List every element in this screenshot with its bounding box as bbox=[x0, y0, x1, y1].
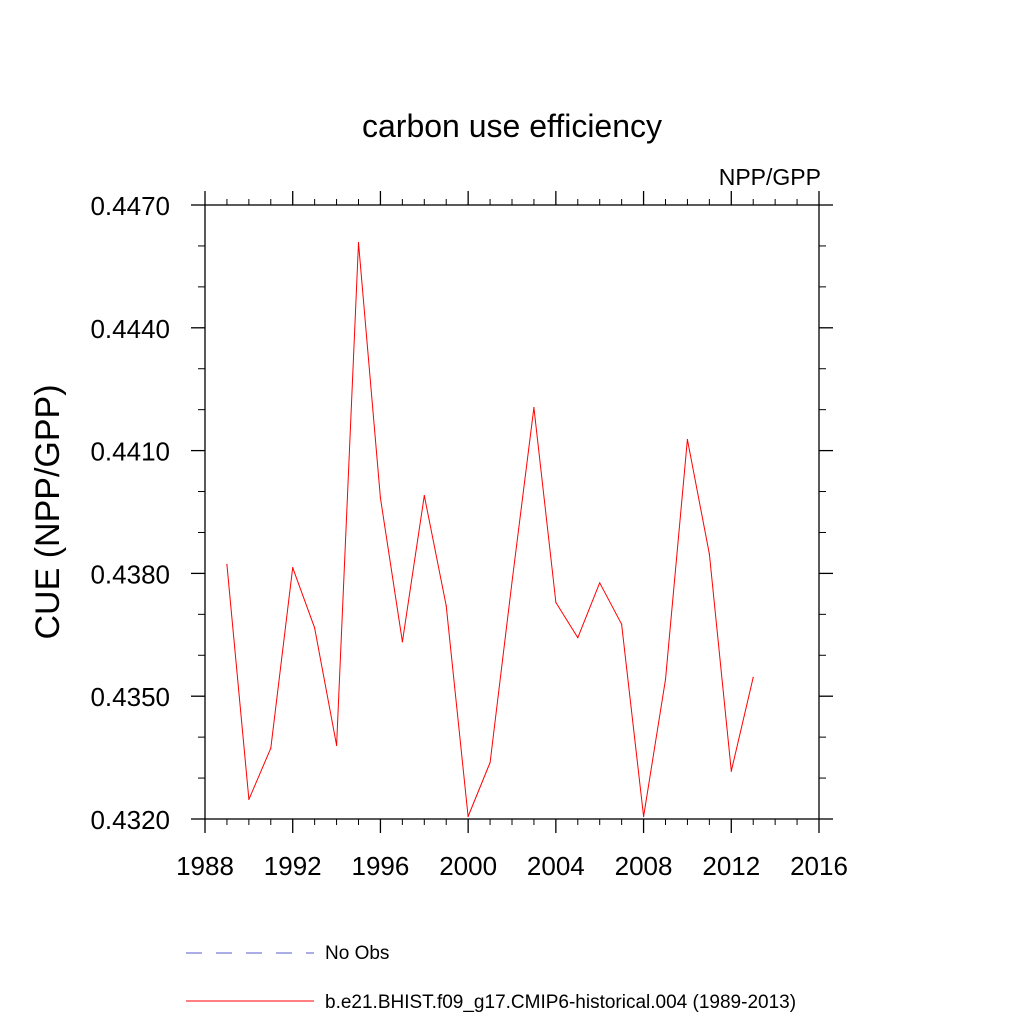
y-tick-label: 0.4380 bbox=[90, 559, 170, 589]
data-point bbox=[533, 407, 535, 409]
y-tick-label: 0.4320 bbox=[90, 805, 170, 835]
legend-label-model: b.e21.BHIST.f09_g17.CMIP6-historical.004… bbox=[325, 992, 796, 1013]
data-point bbox=[642, 815, 645, 818]
data-point bbox=[489, 761, 491, 764]
data-point bbox=[664, 678, 667, 681]
series-line bbox=[226, 242, 754, 817]
data-point bbox=[577, 637, 579, 639]
data-point bbox=[511, 581, 513, 583]
legend: No Obs b.e21.BHIST.f09_g17.CMIP6-histori… bbox=[186, 943, 796, 1013]
data-point bbox=[292, 567, 294, 569]
x-tick-label: 2000 bbox=[439, 851, 497, 881]
x-tick-label: 2004 bbox=[527, 851, 585, 881]
data-point bbox=[335, 744, 338, 746]
data-point bbox=[467, 815, 469, 818]
data-point bbox=[730, 770, 732, 772]
data-point bbox=[752, 676, 754, 678]
y-tick-label: 0.4350 bbox=[90, 682, 170, 712]
y-tick-label: 0.4470 bbox=[90, 191, 170, 221]
plot-area: 1988 1992 1996 2000 2004 2008 2012 2016 0.4320 0.… bbox=[90, 191, 848, 881]
data-point bbox=[708, 553, 710, 555]
chart-title: carbon use efficiency bbox=[362, 108, 662, 144]
data-point bbox=[357, 242, 360, 244]
data-point bbox=[314, 627, 316, 629]
legend-label-no-obs: No Obs bbox=[325, 943, 389, 964]
data-point bbox=[226, 563, 228, 565]
data-point bbox=[621, 623, 623, 625]
data-point bbox=[423, 495, 425, 497]
x-tick-label: 1996 bbox=[352, 851, 410, 881]
y-tick-label: 0.4440 bbox=[90, 314, 170, 344]
data-point bbox=[445, 605, 447, 607]
x-tick-label: 1992 bbox=[264, 851, 322, 881]
data-point bbox=[248, 798, 250, 800]
chart-subtitle: NPP/GPP bbox=[719, 164, 821, 190]
x-tick-label: 2016 bbox=[790, 851, 848, 881]
data-point bbox=[401, 641, 403, 643]
data-point bbox=[686, 438, 689, 441]
y-axis-label: CUE (NPP/GPP) bbox=[29, 384, 67, 639]
data-point bbox=[555, 601, 557, 604]
data-point bbox=[599, 582, 601, 584]
x-tick-label: 2008 bbox=[615, 851, 673, 881]
y-tick-label: 0.4410 bbox=[90, 437, 170, 467]
data-point bbox=[379, 497, 382, 499]
x-tick-label: 2012 bbox=[702, 851, 760, 881]
data-point bbox=[270, 747, 272, 749]
x-tick-label: 1988 bbox=[176, 851, 234, 881]
